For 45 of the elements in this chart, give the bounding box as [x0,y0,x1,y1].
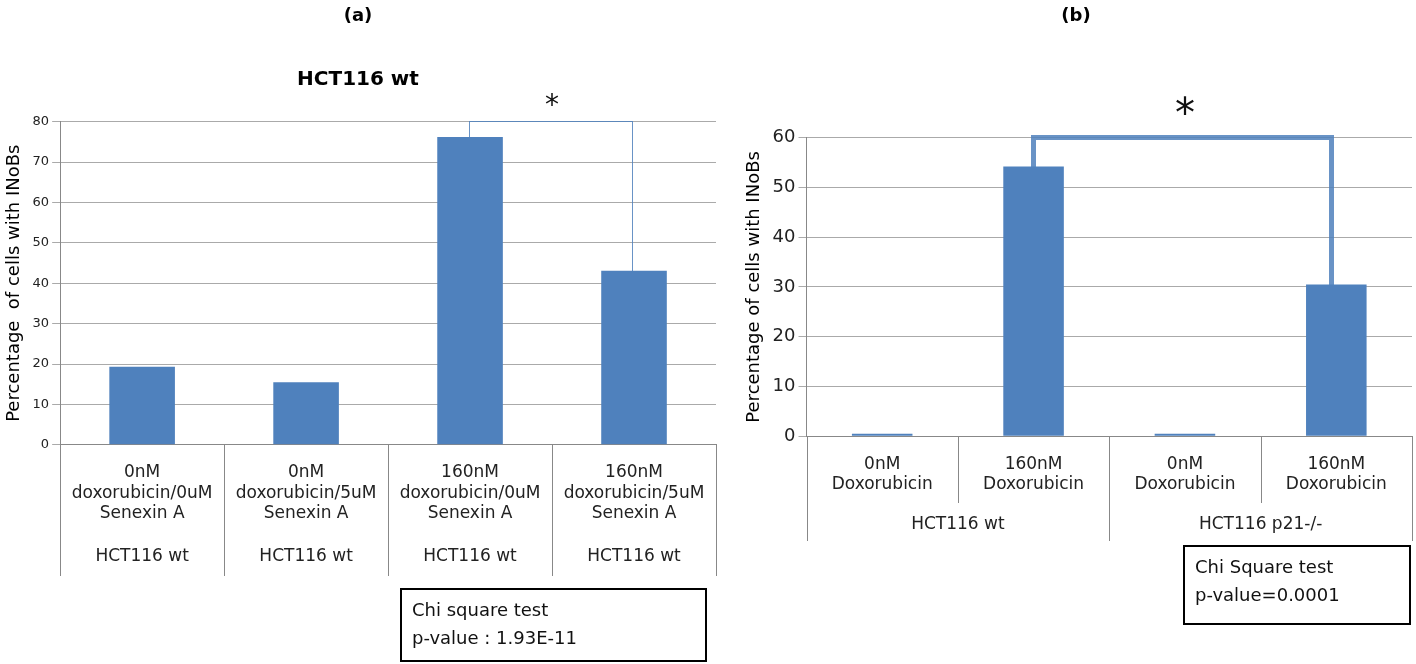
y-tick-label: 50 [32,234,50,250]
text: HCT116 wt [911,513,1005,534]
bar [1306,284,1367,436]
text: * [545,88,560,122]
y-tick-label: 30 [772,274,796,296]
text: Chi square test p-value : 1.93E-11 [400,588,707,662]
chart-subtitle: HCT116 wt [297,65,420,90]
text: HCT116 wt [95,545,190,566]
y-tick-label: 20 [32,355,50,371]
y-axis-title: Percentage of cells with INoBs [742,151,764,423]
bar [437,136,503,445]
text: Chi Square test p-value=0.0001 [1183,545,1411,625]
y-tick-label: 0 [40,436,50,452]
y-tick-label: 30 [32,314,50,330]
y-tick-label: 10 [32,395,50,411]
y-tick-label: 80 [32,112,50,128]
bar [1003,166,1064,436]
x-tick-label: 160nM Doxorubicin [983,452,1085,494]
x-tick-label: 160nM doxorubicin/5uM Senexin A [563,461,705,523]
y-axis-title: Percentage of cells with INoBs [2,144,24,422]
x-tick-label: 0nM doxorubicin/0uM Senexin A [71,461,213,523]
x-tick-label: 0nM doxorubicin/5uM Senexin A [235,461,377,523]
y-tick-label: 60 [32,193,50,209]
x-tick-label: 0nM Doxorubicin [831,452,933,494]
y-tick-label: 20 [772,324,796,346]
y-tick-label: 10 [772,374,796,396]
bar [109,366,175,445]
chart-title: (a) [343,4,373,26]
text: HCT116 wt [587,545,682,566]
text: HCT116 p21-/- [1198,513,1323,534]
text: * [1174,89,1195,136]
bar [273,382,339,445]
text: HCT116 wt [423,545,518,566]
bar [601,270,667,445]
x-tick-label: 160nM doxorubicin/0uM Senexin A [399,461,541,523]
text: HCT116 wt [259,545,354,566]
y-tick-label: 40 [772,224,796,246]
y-tick-label: 50 [772,175,796,197]
x-tick-label: 160nM Doxorubicin [1285,452,1387,494]
y-tick-label: 40 [32,274,50,290]
x-tick-label: 0nM Doxorubicin [1134,452,1236,494]
chart-title: (b) [1061,4,1091,26]
y-tick-label: 0 [784,423,796,445]
y-tick-label: 70 [32,153,50,169]
y-tick-label: 60 [772,125,796,147]
